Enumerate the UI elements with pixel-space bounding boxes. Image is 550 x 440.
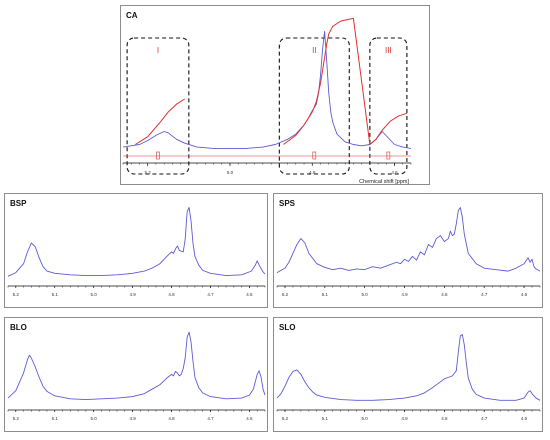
x-tick-label: 5.0: [362, 292, 369, 297]
panel-blo: BLO 5.2 5.1 5.0 4.9 4.8 4.7 4.6: [4, 317, 268, 432]
x-tick-label: 5.1: [322, 416, 329, 421]
spectrum-line: [7, 207, 266, 277]
spectrum-plot-blo: 5.2 5.1 5.0 4.9 4.8 4.7 4.6: [7, 331, 266, 421]
x-tick-label: 4.8: [441, 292, 448, 297]
panel-slo: SLO 5.2 5.1 5.0 4.9 4.8 4.7 4.6: [273, 317, 543, 432]
integration-marker: [312, 151, 317, 160]
x-tick-label: 5.2: [13, 416, 20, 421]
panel-bsp: BSP 5.2 5.1 5.0 4.9 4.8 4.7 4.6: [4, 193, 268, 308]
spectrum-plot-slo: 5.2 5.1 5.0 4.9 4.8 4.7 4.6: [276, 333, 541, 421]
panel-title: SPS: [279, 199, 296, 208]
region-label-3: III: [385, 46, 392, 55]
panel-title: BLO: [10, 323, 27, 332]
region-box-2: [278, 37, 350, 175]
panel-title: SLO: [279, 323, 296, 332]
region-label-2: II: [312, 46, 316, 55]
integral-curve-1: [135, 98, 185, 145]
x-tick-label: 4.6: [246, 292, 253, 297]
spectrum-line: [276, 207, 541, 273]
x-tick-label: 5.0: [91, 292, 98, 297]
x-axis-title: Chemical shift [ppm]: [359, 179, 409, 185]
integration-marker: [156, 151, 160, 160]
x-tick-label: 4.8: [441, 416, 448, 421]
x-tick-label: 5.0: [227, 170, 234, 175]
spectrum-line: [7, 331, 266, 401]
panel-title: BSP: [10, 199, 27, 208]
x-tick-label: 4.9: [129, 292, 136, 297]
x-tick-label: 4.8: [168, 416, 175, 421]
panel-ca: CA I II III 5.2 5.0 4.8 4.6 Chemical shift [ppm…: [120, 5, 430, 185]
x-tick-label: 5.2: [282, 292, 289, 297]
x-tick-label: 4.7: [207, 416, 214, 421]
x-tick-label: 4.9: [129, 416, 136, 421]
x-tick-label: 4.7: [481, 292, 488, 297]
integral-curve-2: [283, 17, 408, 146]
region-label-1: I: [157, 46, 159, 55]
x-tick-label: 4.9: [401, 292, 408, 297]
x-tick-label: 5.2: [145, 170, 152, 175]
x-tick-label: 4.9: [401, 416, 408, 421]
spectrum-line: [122, 30, 412, 149]
x-tick-label: 4.6: [521, 292, 528, 297]
x-tick-label: 5.2: [13, 292, 20, 297]
x-tick-label: 4.8: [309, 170, 316, 175]
x-tick-label: 4.6: [521, 416, 528, 421]
x-tick-label: 4.7: [207, 292, 214, 297]
panel-title: CA: [126, 11, 138, 20]
x-tick-label: 4.6: [246, 416, 253, 421]
spectrum-plot-sps: 5.2 5.1 5.0 4.9 4.8 4.7 4.6: [276, 207, 541, 297]
x-tick-label: 5.0: [362, 416, 369, 421]
spectrum-line: [276, 333, 541, 401]
x-tick-label: 4.6: [391, 170, 398, 175]
x-tick-label: 5.2: [282, 416, 289, 421]
x-tick-label: 5.1: [322, 292, 329, 297]
x-tick-label: 5.1: [52, 292, 59, 297]
region-box-1: [126, 37, 190, 175]
x-tick-label: 5.0: [91, 416, 98, 421]
panel-sps: SPS 5.2 5.1 5.0 4.9 4.8 4.7 4.6: [273, 193, 543, 308]
integration-marker: [386, 151, 391, 160]
x-tick-label: 5.1: [52, 416, 59, 421]
region-box-3: [369, 37, 408, 175]
x-tick-label: 4.7: [481, 416, 488, 421]
x-tick-label: 4.8: [168, 292, 175, 297]
spectrum-plot-bsp: 5.2 5.1 5.0 4.9 4.8 4.7 4.6: [7, 207, 266, 297]
